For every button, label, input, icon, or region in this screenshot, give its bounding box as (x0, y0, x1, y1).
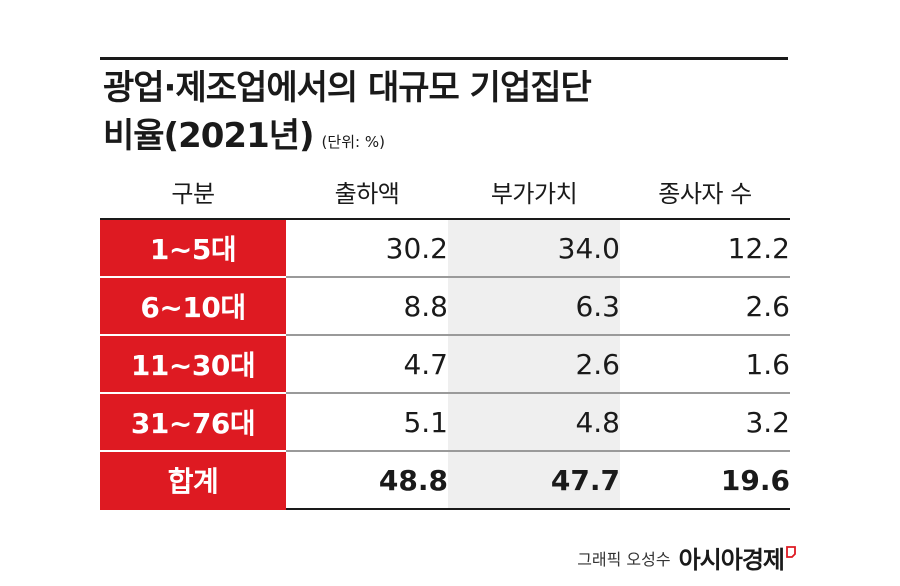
brand-name: 아시아경제 (678, 546, 785, 574)
header-shipments: 출하액 (286, 164, 448, 220)
cell-shipments: 48.8 (286, 451, 448, 510)
table-row: 1~5대 30.2 34.0 12.2 (100, 219, 790, 278)
chart-title-line-2-text: 비율(2021년) (103, 116, 315, 156)
cell-value-added: 2.6 (448, 335, 620, 394)
credit: 그래픽 오성수 아시아경제 (577, 540, 785, 575)
unit-label: (단위: %) (321, 133, 385, 151)
table-row: 6~10대 8.8 6.3 2.6 (100, 277, 790, 336)
cell-value-added: 6.3 (448, 277, 620, 336)
cell-shipments: 5.1 (286, 393, 448, 452)
cell-employees: 1.6 (620, 335, 790, 394)
cell-employees: 3.2 (620, 393, 790, 452)
header-value-added: 부가가치 (448, 164, 620, 220)
row-label: 6~10대 (100, 277, 286, 336)
cell-value-added: 34.0 (448, 219, 620, 278)
header-row: 구분 출하액 부가가치 종사자 수 (100, 164, 790, 220)
cell-employees: 19.6 (620, 451, 790, 510)
graphic-credit: 그래픽 오성수 (577, 549, 671, 569)
top-rule (100, 57, 788, 60)
row-label: 11~30대 (100, 335, 286, 394)
header-employees: 종사자 수 (620, 164, 790, 220)
row-label: 31~76대 (100, 393, 286, 452)
total-row: 합계 48.8 47.7 19.6 (100, 451, 790, 510)
chart-title-line-1: 광업·제조업에서의 대규모 기업집단 (103, 68, 592, 108)
cell-shipments: 4.7 (286, 335, 448, 394)
table-row: 11~30대 4.7 2.6 1.6 (100, 335, 790, 394)
chart-title-line-2: 비율(2021년) (단위: %) (103, 116, 385, 162)
cell-employees: 12.2 (620, 219, 790, 278)
brand-corner-mark-icon (786, 546, 796, 558)
row-label-total: 합계 (100, 451, 286, 510)
cell-shipments: 30.2 (286, 219, 448, 278)
cell-value-added: 47.7 (448, 451, 620, 510)
cell-shipments: 8.8 (286, 277, 448, 336)
data-table: 구분 출하액 부가가치 종사자 수 1~5대 30.2 34.0 12.2 6~… (100, 164, 790, 510)
cell-employees: 2.6 (620, 277, 790, 336)
cell-value-added: 4.8 (448, 393, 620, 452)
header-category: 구분 (100, 164, 286, 220)
table-row: 31~76대 5.1 4.8 3.2 (100, 393, 790, 452)
row-label: 1~5대 (100, 219, 286, 278)
